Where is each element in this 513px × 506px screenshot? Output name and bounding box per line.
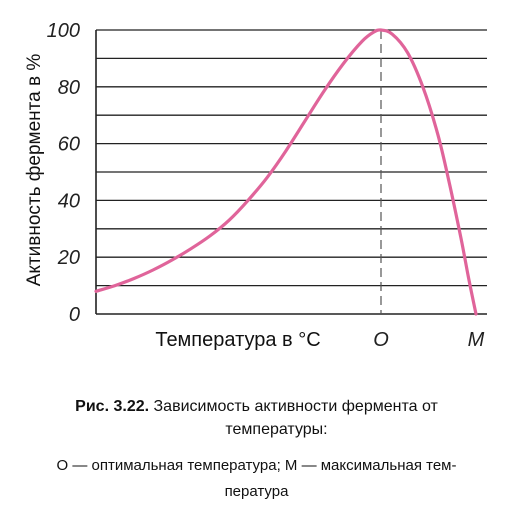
curve-layer xyxy=(94,28,478,316)
figure-title-part1: Зависимость активности фермента от xyxy=(153,398,438,415)
y-tick-label: 40 xyxy=(58,190,80,212)
x-marker-label: О xyxy=(373,329,389,351)
y-tick-label: 80 xyxy=(58,77,80,99)
chart-figure: 0 20 40 60 80 100 О М Температура в °С Активность… xyxy=(24,20,487,351)
y-tick-label: 100 xyxy=(47,20,80,42)
figure-number: Рис. 3.22. xyxy=(75,398,150,415)
activity-curve xyxy=(94,28,478,316)
y-tick-label: 60 xyxy=(58,134,80,156)
y-tick-label: 20 xyxy=(57,247,80,269)
grid-layer xyxy=(95,29,487,315)
x-marker-label: М xyxy=(468,329,485,351)
y-axis-label: Активность фермента в % xyxy=(24,54,45,287)
figure-title-part2: температуры: xyxy=(225,421,328,438)
y-tick-label: 0 xyxy=(69,304,80,326)
x-axis-label: Температура в °С xyxy=(155,329,320,351)
figure-note-line2: пература xyxy=(224,483,289,500)
figure-note-line1: О — оптимальная температура; М — максима… xyxy=(56,457,457,474)
figure-caption-title: Рис. 3.22. Зависимость активности фермен… xyxy=(0,396,513,417)
enzyme-activity-chart: 0 20 40 60 80 100 О М Температура в °С Активность… xyxy=(24,20,487,351)
text-layer: 0 20 40 60 80 100 О М Температура в °С Активность… xyxy=(24,20,485,351)
